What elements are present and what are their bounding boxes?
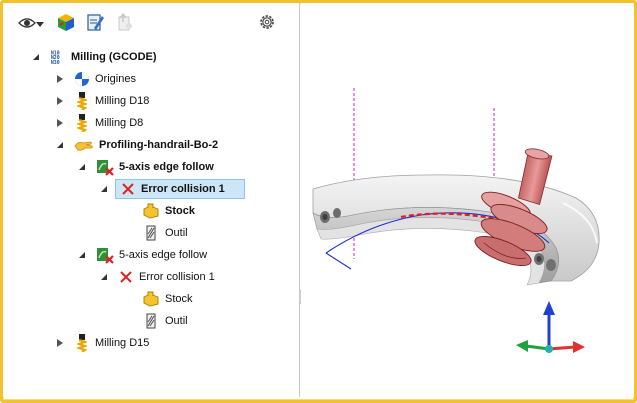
tool-icon — [142, 312, 160, 330]
collapse-arrow-icon[interactable] — [98, 183, 110, 195]
tree-item-stock[interactable]: Stock — [142, 200, 195, 222]
tree-item-5axis-edge-follow[interactable]: 5-axis edge follow — [76, 156, 214, 178]
expand-arrow-icon[interactable] — [54, 95, 66, 107]
expand-arrow-icon[interactable] — [54, 117, 66, 129]
tree-item-label: Outil — [165, 315, 188, 327]
toolpath-error-icon — [96, 158, 114, 176]
tree-root[interactable]: N10 N20 N30 Milling (GCODE) — [30, 46, 157, 68]
tree-item-label: Stock — [165, 293, 193, 305]
red-x-icon — [118, 268, 134, 286]
scene-3d — [312, 88, 600, 353]
collapse-arrow-icon[interactable] — [54, 139, 66, 151]
expand-arrow-icon[interactable] — [54, 73, 66, 85]
tree-item-milling-d15[interactable]: Milling D15 — [54, 332, 149, 354]
tree-root-label: Milling (GCODE) — [71, 51, 157, 63]
tree-item-origines[interactable]: Origines — [54, 68, 136, 90]
tree-item-label: Error collision 1 — [141, 183, 225, 195]
tree-item-label: Milling D15 — [95, 337, 150, 349]
tree-item-label: Origines — [95, 73, 136, 85]
tree-item-label: Stock — [165, 205, 195, 217]
tree-item-label: Outil — [165, 227, 188, 239]
tree-item-stock[interactable]: Stock — [142, 288, 193, 310]
colliding-tool — [474, 148, 553, 267]
gear-icon[interactable] — [256, 11, 278, 33]
stock-icon — [142, 290, 160, 308]
tree-item-5axis-edge-follow[interactable]: 5-axis edge follow — [76, 244, 207, 266]
collision-segment — [400, 212, 517, 225]
export-icon[interactable] — [114, 11, 136, 33]
toolpath-error-icon — [96, 246, 114, 264]
gcode-icon: N10 N20 N30 — [50, 48, 66, 66]
milling-tool-icon — [74, 114, 90, 132]
tree-toolbar — [3, 3, 300, 43]
hand-icon — [74, 136, 94, 154]
tree-item-error-collision[interactable]: Error collision 1 — [98, 178, 245, 200]
selection-highlight[interactable]: Error collision 1 — [115, 179, 245, 199]
cam-cube-icon[interactable] — [55, 11, 77, 33]
milling-tool-icon — [74, 92, 90, 110]
tree-item-outil[interactable]: Outil — [142, 222, 188, 244]
eye-icon[interactable] — [16, 12, 38, 34]
toolpath-line — [325, 252, 352, 270]
tool-icon — [142, 224, 160, 242]
tree-item-outil[interactable]: Outil — [142, 310, 188, 332]
tree-item-label: 5-axis edge follow — [119, 161, 214, 173]
tree-item-label: Error collision 1 — [139, 271, 215, 283]
svg-text:N20: N20 — [51, 55, 60, 61]
origin-icon — [74, 70, 90, 88]
expand-arrow-icon[interactable] — [54, 337, 66, 349]
graphics-viewport[interactable] — [301, 3, 634, 397]
collapse-arrow-icon[interactable] — [76, 161, 88, 173]
tree-item-label: 5-axis edge follow — [119, 249, 208, 261]
svg-text:N10: N10 — [51, 50, 60, 56]
collapse-arrow-icon[interactable] — [76, 249, 88, 261]
chevron-down-icon[interactable] — [34, 14, 46, 36]
tree-item-label: Milling D18 — [95, 95, 150, 107]
feature-tree-panel: N10 N20 N30 Milling (GCODE) Origines — [3, 3, 300, 397]
document-edit-icon[interactable] — [84, 11, 106, 33]
tree-item-milling-d8[interactable]: Milling D8 — [54, 112, 143, 134]
collapse-arrow-icon[interactable] — [98, 271, 110, 283]
tree-item-profiling[interactable]: Profiling-handrail-Bo-2 — [54, 134, 218, 156]
handrail-part — [312, 174, 600, 286]
milling-tool-icon — [74, 334, 90, 352]
tree-item-label: Milling D8 — [95, 117, 144, 129]
axis-triad — [516, 301, 585, 353]
red-x-icon — [120, 180, 136, 198]
tree-item-milling-d18[interactable]: Milling D18 — [54, 90, 149, 112]
stock-icon — [142, 202, 160, 220]
collapse-arrow-icon[interactable] — [30, 51, 42, 63]
svg-text:N30: N30 — [51, 60, 60, 66]
tree-item-label: Profiling-handrail-Bo-2 — [99, 139, 219, 151]
tree-item-error-collision[interactable]: Error collision 1 — [98, 266, 215, 288]
